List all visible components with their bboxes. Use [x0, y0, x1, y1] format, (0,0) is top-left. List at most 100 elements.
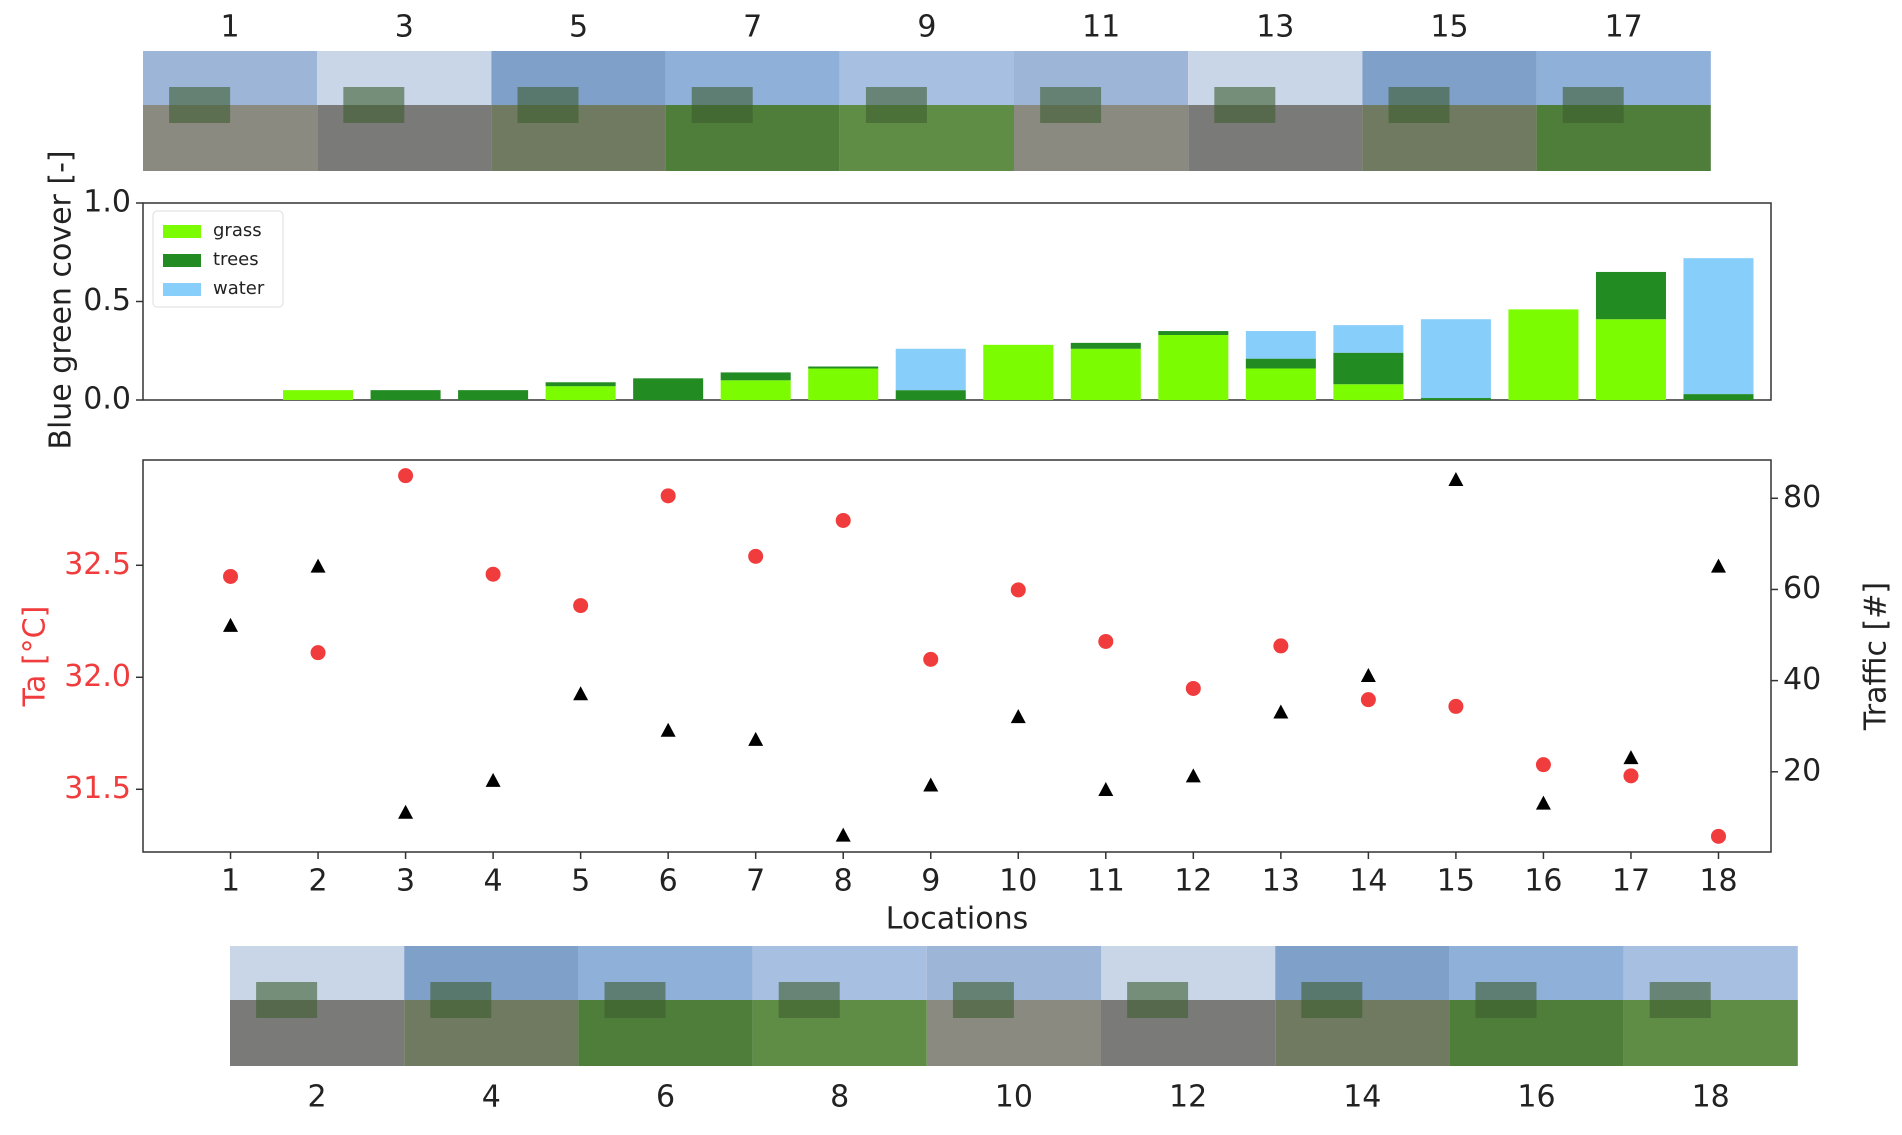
photo-detail [605, 982, 666, 1018]
photo-detail [1127, 982, 1188, 1018]
circle-point [1361, 692, 1376, 707]
triangle-point [573, 686, 588, 700]
bar-segment [1158, 335, 1228, 400]
bar-segment [1158, 331, 1228, 335]
photo-label: 13 [1256, 10, 1294, 45]
triangle-point [1711, 559, 1726, 573]
bar-segment [546, 382, 616, 386]
bar-segment [896, 390, 966, 400]
circle-point [1536, 757, 1551, 772]
bar-segment [546, 386, 616, 400]
bar-segment [1246, 368, 1316, 400]
bar-segment [721, 372, 791, 380]
legend-swatch [163, 283, 201, 296]
photo-label: 10 [995, 1080, 1033, 1115]
photo-detail [692, 87, 753, 123]
photo-detail [866, 87, 927, 123]
bar-segment [371, 390, 441, 400]
photo-detail [343, 87, 404, 123]
bar-segment [1071, 349, 1141, 400]
photo-label: 8 [830, 1080, 849, 1115]
circle-point [1186, 681, 1201, 696]
bar-segment [1333, 325, 1403, 353]
photo-detail [779, 982, 840, 1018]
scatter-axes-frame [143, 460, 1771, 852]
bar-segment [1421, 319, 1491, 398]
circle-point [1098, 634, 1113, 649]
photo-label: 11 [1082, 10, 1120, 45]
circle-point [748, 549, 763, 564]
photo-detail [1389, 87, 1450, 123]
triangle-point [398, 805, 413, 819]
bar-y-label: Blue green cover [-] [44, 150, 79, 449]
photo-detail [1563, 87, 1624, 123]
triangle-point [1536, 796, 1551, 810]
x-tick-label: 14 [1349, 864, 1387, 899]
photo-detail [1476, 982, 1537, 1018]
x-tick-label: 15 [1437, 864, 1475, 899]
triangle-point [1186, 768, 1201, 782]
photo-label: 9 [917, 10, 936, 45]
bar-segment [1596, 272, 1666, 319]
triangle-point [1098, 782, 1113, 796]
x-tick-label: 10 [999, 864, 1037, 899]
photo-label: 5 [569, 10, 588, 45]
photo-detail [1214, 87, 1275, 123]
x-tick-label: 9 [921, 864, 940, 899]
photo-label: 3 [395, 10, 414, 45]
x-tick-label: 3 [396, 864, 415, 899]
photo-label: 14 [1343, 1080, 1381, 1115]
triangle-point [486, 773, 501, 787]
bar-segment [633, 378, 703, 400]
photo-detail [256, 982, 317, 1018]
y-tick-label: 32.5 [64, 547, 131, 582]
triangle-point [923, 777, 938, 791]
legend-swatch [163, 254, 201, 267]
photo-label: 12 [1169, 1080, 1207, 1115]
x-tick-label: 7 [746, 864, 765, 899]
x-tick-label: 11 [1087, 864, 1125, 899]
bar-segment [983, 345, 1053, 400]
legend-label: trees [213, 249, 259, 270]
y-tick-label: 0.5 [83, 283, 131, 318]
photo-label: 16 [1517, 1080, 1555, 1115]
circle-point [1448, 699, 1463, 714]
x-tick-label: 6 [659, 864, 678, 899]
y-tick-label: 32.0 [64, 659, 131, 694]
bar-segment [1508, 309, 1578, 400]
x-tick-label: 16 [1524, 864, 1562, 899]
legend-swatch [163, 225, 201, 238]
bar-segment [1246, 331, 1316, 359]
photo-detail [1650, 982, 1711, 1018]
circle-point [398, 468, 413, 483]
triangle-point [223, 618, 238, 632]
circle-point [1711, 829, 1726, 844]
circle-point [1273, 638, 1288, 653]
photo-label: 1 [221, 10, 240, 45]
y2-tick-label: 60 [1783, 571, 1821, 606]
triangle-point [1011, 709, 1026, 723]
bar-segment [1596, 319, 1666, 400]
bar-segment [283, 390, 353, 400]
x-tick-label: 1 [221, 864, 240, 899]
triangle-point [836, 828, 851, 842]
triangle-point [1361, 668, 1376, 682]
triangle-point [311, 559, 326, 573]
photo-detail [953, 982, 1014, 1018]
photo-detail [1301, 982, 1362, 1018]
scatter-y-label: Ta [°C] [18, 606, 53, 708]
photo-label: 6 [656, 1080, 675, 1115]
legend-label: grass [213, 220, 262, 241]
bar-segment [808, 368, 878, 400]
y-tick-label: 1.0 [83, 185, 131, 220]
circle-point [1623, 768, 1638, 783]
x-tick-label: 4 [484, 864, 503, 899]
bar-segment [1683, 394, 1753, 400]
bar-segment [721, 380, 791, 400]
bar-segment [808, 367, 878, 369]
bar-segment [458, 390, 528, 400]
x-tick-label: 2 [309, 864, 328, 899]
triangle-point [661, 723, 676, 737]
photo-label: 7 [743, 10, 762, 45]
